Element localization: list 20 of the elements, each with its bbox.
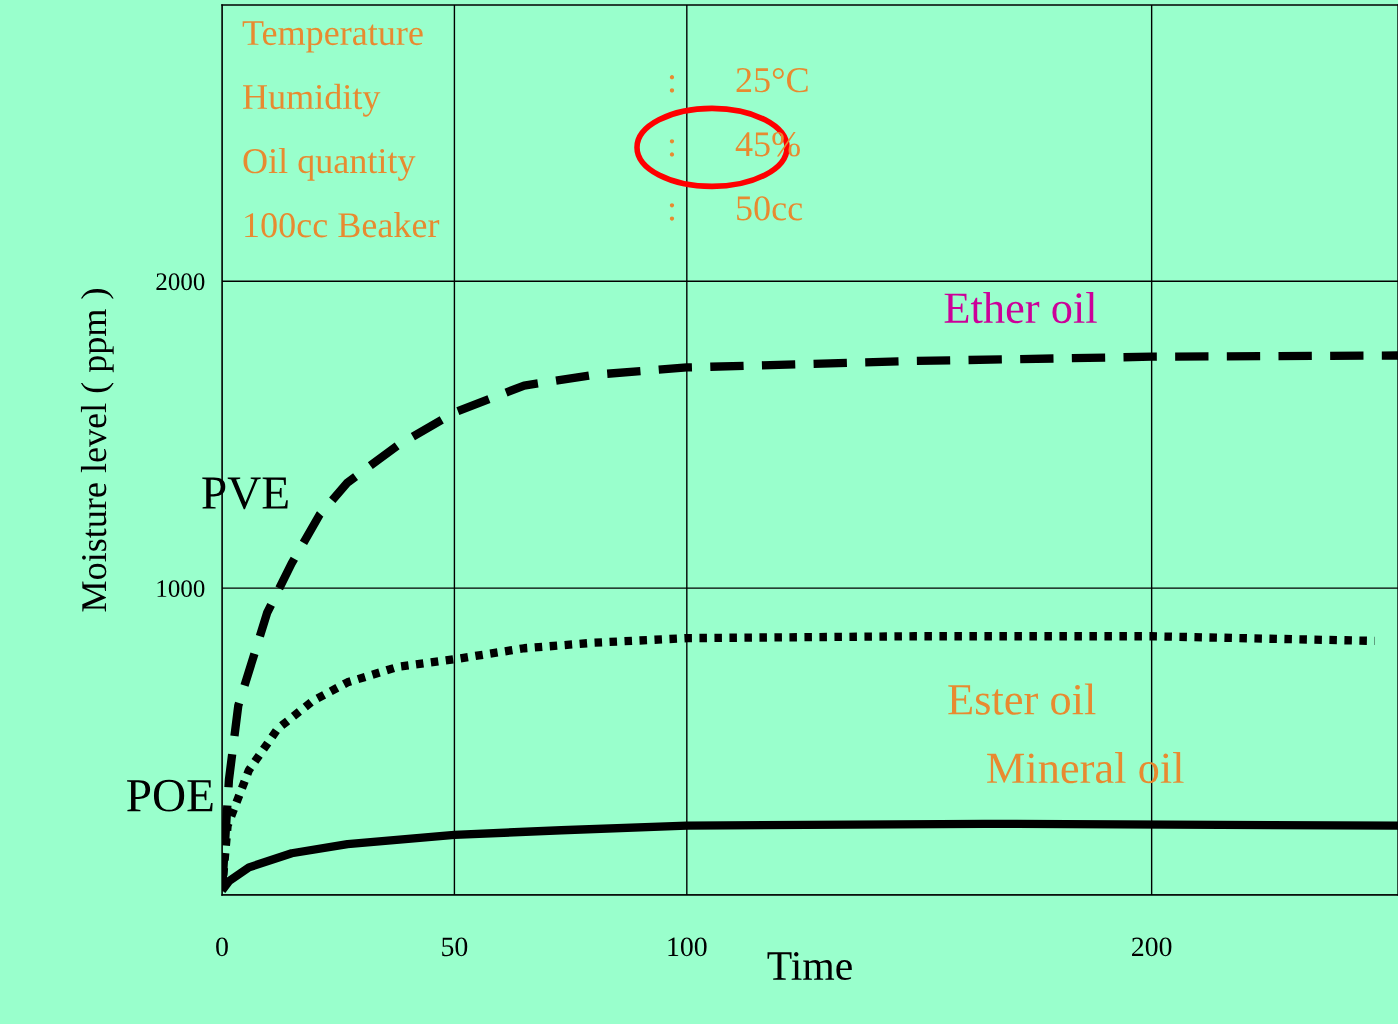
x-tick-label: 0 bbox=[216, 937, 228, 957]
annotation: : bbox=[669, 139, 675, 157]
x-tick-label: 100 bbox=[668, 937, 707, 957]
y-tick-label: 2000 bbox=[156, 273, 205, 291]
annotation: Temperature bbox=[242, 21, 423, 53]
annotation: Humidity bbox=[243, 83, 381, 117]
x-axis-title: Time bbox=[767, 952, 852, 981]
y-axis-title: Moisture level ( ppm ) bbox=[80, 289, 114, 612]
x-tick-label: 50 bbox=[442, 937, 468, 957]
annotation: Ester oil bbox=[948, 683, 1096, 715]
annotation: 100cc Beaker bbox=[245, 212, 440, 238]
text: POE bbox=[127, 779, 213, 812]
annotation: Ether oil bbox=[944, 291, 1097, 324]
annotation: 25°C bbox=[736, 67, 808, 93]
annotation: : bbox=[669, 75, 675, 93]
x-tick-label: 200 bbox=[1132, 937, 1172, 957]
annotation: 50cc bbox=[737, 196, 803, 221]
y-tick-label: 1000 bbox=[157, 580, 205, 598]
annotation: : bbox=[669, 203, 675, 221]
annotation: Oil quantity bbox=[243, 147, 416, 181]
